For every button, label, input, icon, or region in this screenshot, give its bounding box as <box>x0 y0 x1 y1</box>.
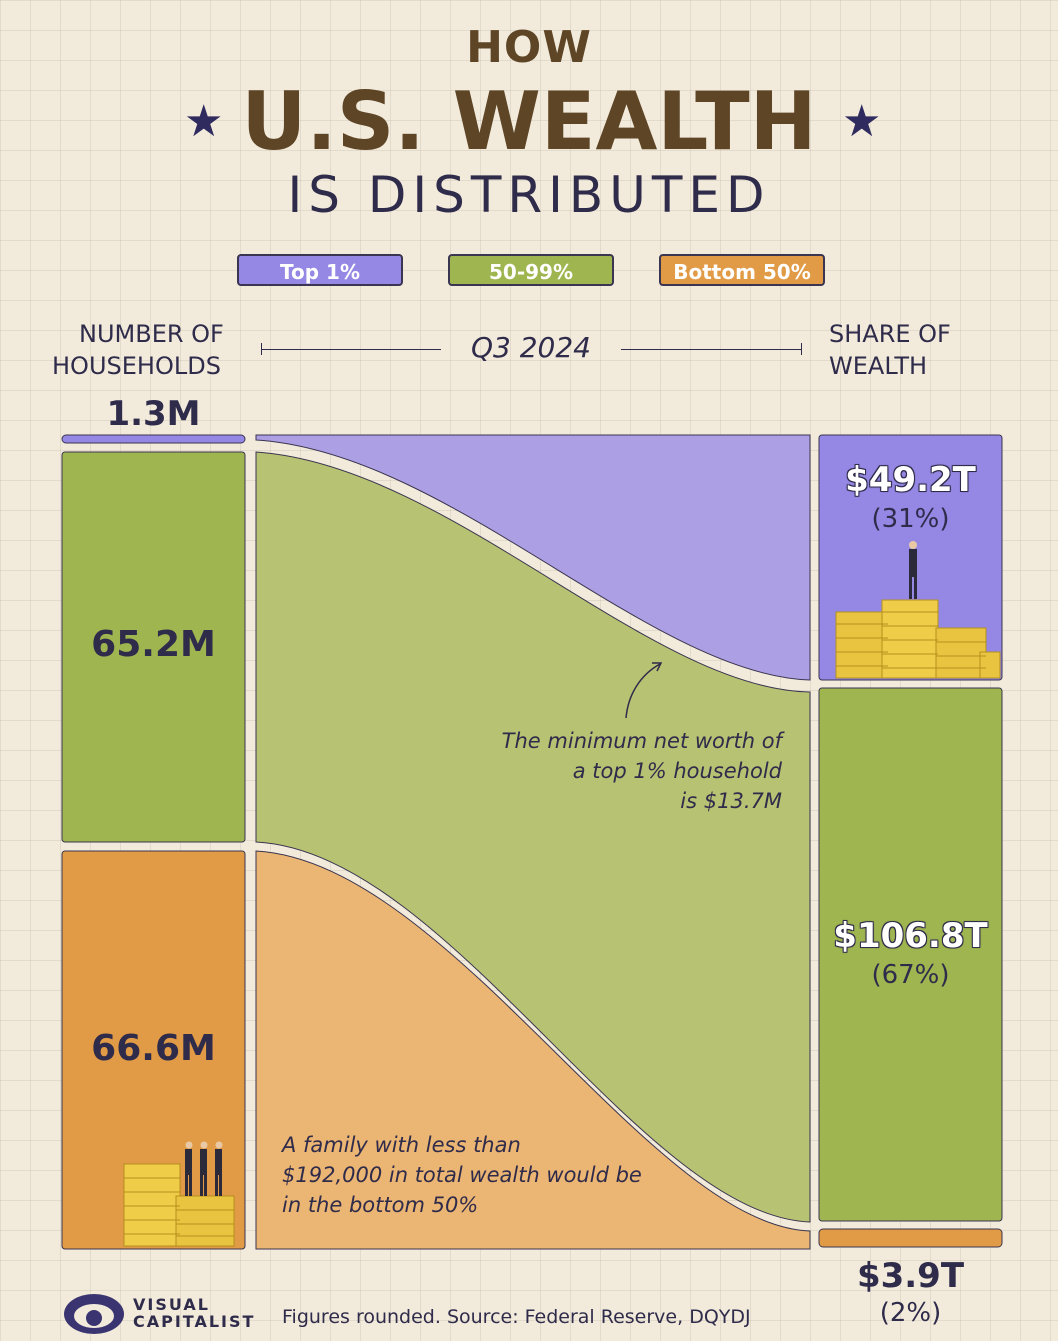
star-icon: ★ <box>842 96 882 147</box>
period-label: Q3 2024 <box>470 331 591 364</box>
wealth-value-top-1: $49.2T <box>845 460 976 500</box>
wealth-share-bottom-50: (2%) <box>879 1298 942 1328</box>
households-value-bottom-50: 66.6M <box>91 1028 216 1069</box>
title-how: HOW <box>466 22 592 73</box>
legend-top-1: Top 1% <box>237 254 403 286</box>
legend-bottom-50: Bottom 50% <box>659 254 825 286</box>
flow-top-1 <box>255 434 811 681</box>
annotation-top-1-line3: is $13.7M <box>680 789 782 813</box>
household-bar-top-1 <box>61 434 246 444</box>
annotation-bottom-50-line3: in the bottom 50% <box>282 1193 479 1217</box>
wealth-bar-50-99 <box>818 687 1003 1222</box>
annotation-top-1-line2: a top 1% household <box>572 759 782 783</box>
source-note: Figures rounded. Source: Federal Reserve… <box>282 1306 751 1328</box>
period-rule-left <box>261 349 441 350</box>
wealth-bar-bottom-50 <box>818 1228 1003 1248</box>
coin-stack-illustration-bottom <box>123 1141 235 1247</box>
wealth-value-bottom-50: $3.9T <box>856 1256 965 1296</box>
households-value-top-1: 1.3M <box>106 394 201 434</box>
annotation-bottom-50-line1: A family with less than <box>282 1133 521 1157</box>
flow-bottom-50 <box>255 850 811 1250</box>
households-header: NUMBER OF HOUSEHOLDS <box>52 318 224 382</box>
households-value-50-99: 65.2M <box>91 624 216 665</box>
annotation-bottom-50: A family with less than $192,000 in tota… <box>282 1130 682 1220</box>
star-icon: ★ <box>184 96 224 147</box>
annotation-top-1: The minimum net worth of a top 1% househ… <box>430 726 782 816</box>
annotation-arrow <box>625 663 661 719</box>
page-title: U.S. WEALTH <box>241 75 817 168</box>
coin-stack-illustration <box>835 541 1001 679</box>
households-header-line1: NUMBER OF <box>79 320 224 348</box>
page-subtitle: IS DISTRIBUTED <box>287 166 771 224</box>
wealth-share-50-99: (67%) <box>871 960 950 990</box>
brand-name: VISUAL CAPITALIST <box>133 1296 255 1330</box>
household-bar-bottom-50 <box>61 850 246 1250</box>
wealth-header: SHARE OF WEALTH <box>829 318 951 382</box>
annotation-bottom-50-line2: $192,000 in total wealth would be <box>282 1163 642 1187</box>
households-header-line2: HOUSEHOLDS <box>52 352 221 380</box>
annotation-top-1-line1: The minimum net worth of <box>501 729 782 753</box>
wealth-share-top-1: (31%) <box>871 504 950 534</box>
wealth-header-line1: SHARE OF <box>829 320 951 348</box>
period-rule-right-tick <box>801 343 802 355</box>
brand-name-line2: CAPITALIST <box>133 1312 256 1331</box>
legend-50-99: 50-99% <box>448 254 614 286</box>
wealth-value-50-99: $106.8T <box>833 916 988 956</box>
wealth-header-line2: WEALTH <box>829 352 928 380</box>
annotation-arrowhead <box>652 662 663 672</box>
visual-capitalist-logo-icon <box>64 1294 124 1334</box>
brand-name-line1: VISUAL <box>133 1295 210 1314</box>
flow-50-99 <box>255 451 811 1223</box>
period-rule-right <box>621 349 801 350</box>
household-bar-50-99 <box>61 451 246 843</box>
